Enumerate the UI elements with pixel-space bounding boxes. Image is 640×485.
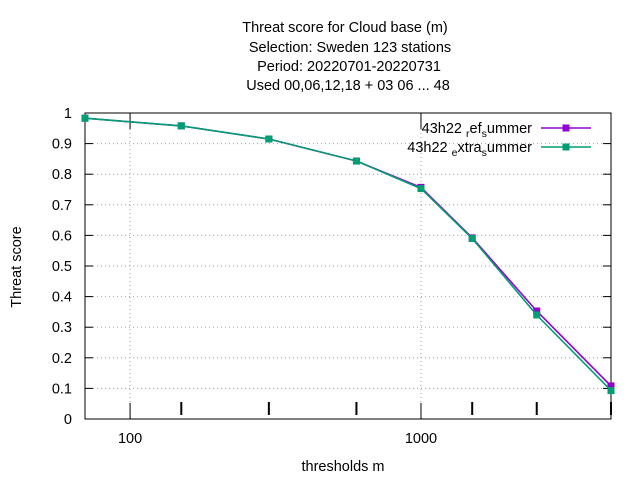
- data-point: [177, 122, 185, 130]
- y-tick-label: 0.4: [52, 290, 72, 306]
- x-tick-label: 1000: [405, 431, 437, 447]
- y-tick-label: 1: [64, 106, 72, 122]
- chart-title-line-4: Used 00,06,12,18 + 03 06 ... 48: [246, 78, 450, 94]
- y-axis-label: Threat score: [9, 226, 25, 307]
- data-point: [468, 234, 476, 242]
- data-point: [352, 157, 360, 165]
- y-tick-label: 0: [64, 412, 72, 428]
- x-axis-label: thresholds m: [301, 459, 384, 475]
- series-line-1: [84, 117, 612, 392]
- data-point: [533, 311, 541, 319]
- y-tick-label: 0.8: [52, 167, 72, 183]
- x-tick-label: 100: [118, 431, 142, 447]
- data-point: [607, 387, 615, 395]
- legend-label-1: 43h22 extrasummer: [407, 140, 532, 159]
- grid-layer: [85, 113, 611, 419]
- data-point: [607, 382, 615, 390]
- data-point: [533, 307, 541, 315]
- y-tick-label: 0.1: [52, 381, 72, 397]
- legend-label-0: 43h22 refsummer: [422, 121, 532, 140]
- chart-title: Threat score for Cloud base (m) Selectio…: [242, 20, 451, 94]
- series-layer: [81, 114, 615, 395]
- chart-title-line-1: Threat score for Cloud base (m): [242, 20, 448, 36]
- y-tick-label: 0.9: [52, 137, 72, 153]
- data-point: [417, 185, 425, 193]
- legend-marker-0: [562, 124, 570, 132]
- legend-marker-1: [562, 143, 570, 151]
- y-tick-label: 0.6: [52, 228, 72, 244]
- data-point: [265, 135, 273, 143]
- y-tick-label: 0.2: [52, 351, 72, 367]
- chart-title-line-2: Selection: Sweden 123 stations: [249, 40, 451, 56]
- axis-layer: 0 0.1 0.2 0.3 0.4 0.5 0.6 0.7 0.8 0.9 1 100 1000: [52, 106, 612, 447]
- data-point: [81, 114, 89, 122]
- y-tick-label: 0.7: [52, 198, 72, 214]
- chart-title-line-3: Period: 20220701-20220731: [257, 59, 441, 75]
- y-tick-label: 0.5: [52, 259, 72, 275]
- y-tick-label: 0.3: [52, 320, 72, 336]
- plot-frame: [84, 112, 612, 420]
